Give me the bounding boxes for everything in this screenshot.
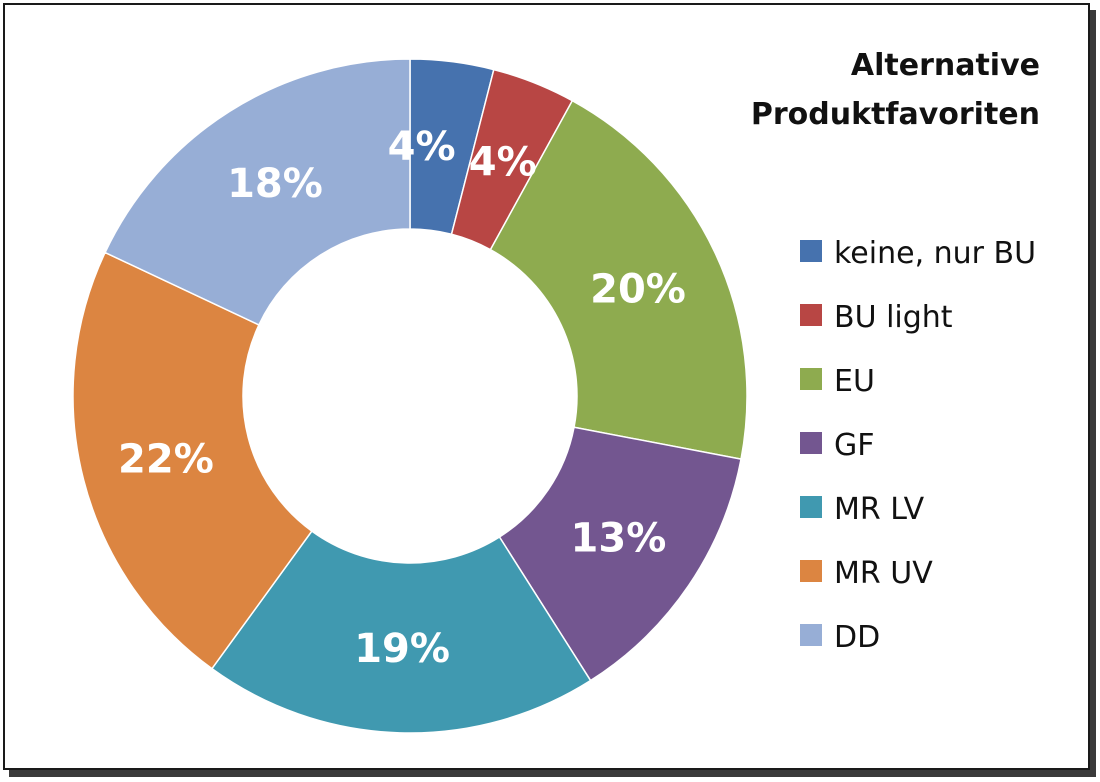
slice-eu bbox=[489, 99, 748, 461]
data-label-dd: 18% bbox=[227, 161, 323, 207]
slice-dd bbox=[104, 58, 411, 326]
data-label-bu-light: 4% bbox=[469, 140, 537, 186]
chart-title: Alternative Produktfavoriten bbox=[751, 48, 1040, 132]
legend-label-mr-uv: MR UV bbox=[834, 556, 933, 591]
legend-label-gf: GF bbox=[834, 428, 875, 463]
donut-slices bbox=[72, 58, 748, 734]
data-label-eu: 20% bbox=[590, 267, 686, 313]
data-label-gf: 13% bbox=[571, 516, 667, 562]
legend-label-dd: DD bbox=[834, 620, 880, 655]
data-label-mr-lv: 19% bbox=[354, 626, 450, 672]
data-label-mr-uv: 22% bbox=[118, 437, 214, 483]
legend-label-mr-lv: MR LV bbox=[834, 492, 925, 527]
legend-swatch-gf bbox=[800, 432, 822, 454]
slice-labels: 4% 4% 20% 13% 19% 22% 18% bbox=[118, 124, 686, 672]
data-label-keine-nur-bu: 4% bbox=[388, 124, 456, 170]
legend-label-keine-nur-bu: keine, nur BU bbox=[834, 236, 1036, 271]
legend-swatch-mr-lv bbox=[800, 496, 822, 518]
slice-mr-uv bbox=[72, 251, 313, 670]
chart-title-line-2: Produktfavoriten bbox=[751, 97, 1040, 132]
legend-swatch-keine-nur-bu bbox=[800, 240, 822, 262]
legend-label-bu-light: BU light bbox=[834, 300, 953, 335]
slice-gf bbox=[498, 426, 742, 682]
legend-label-eu: EU bbox=[834, 364, 875, 399]
chart-title-line-1: Alternative bbox=[851, 48, 1040, 83]
legend: keine, nur BU BU light EU GF MR LV MR UV DD bbox=[800, 236, 1036, 655]
legend-swatch-mr-uv bbox=[800, 560, 822, 582]
legend-swatch-dd bbox=[800, 624, 822, 646]
legend-swatch-bu-light bbox=[800, 304, 822, 326]
slice-mr-lv bbox=[210, 530, 592, 734]
legend-swatch-eu bbox=[800, 368, 822, 390]
